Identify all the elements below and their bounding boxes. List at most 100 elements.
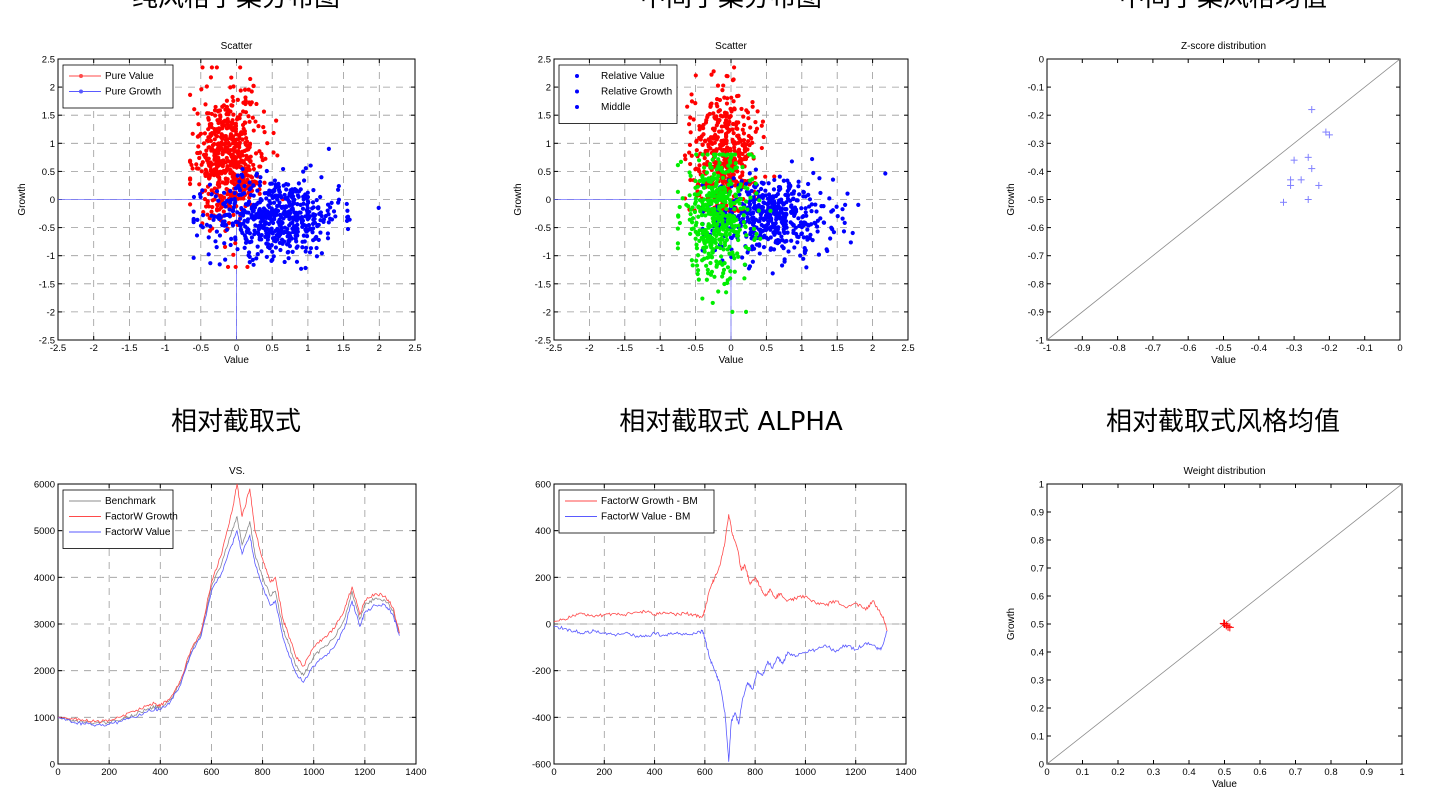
scatter-point bbox=[733, 194, 739, 199]
x-tick-label: 0.7 bbox=[1289, 767, 1302, 778]
scatter-point bbox=[245, 202, 250, 207]
scatter-point bbox=[768, 208, 773, 213]
y-tick-label: -0.6 bbox=[1028, 223, 1044, 234]
scatter-point bbox=[221, 195, 227, 200]
scatter-point bbox=[688, 161, 693, 167]
y-tick-label: 400 bbox=[535, 526, 551, 537]
chart-title: Weight distribution bbox=[1183, 466, 1265, 477]
scatter-point bbox=[214, 65, 219, 70]
scatter-point bbox=[313, 236, 318, 241]
x-tick-label: 1 bbox=[305, 343, 310, 354]
scatter-point bbox=[285, 250, 290, 255]
scatter-point bbox=[200, 213, 206, 218]
scatter-point bbox=[750, 259, 755, 264]
scatter-point bbox=[688, 130, 693, 135]
scatter-point bbox=[702, 156, 707, 161]
scatter-point bbox=[306, 227, 312, 232]
scatter-point bbox=[197, 150, 203, 155]
scatter-point bbox=[229, 160, 234, 165]
scatter-point bbox=[311, 213, 316, 218]
scatter-point bbox=[205, 138, 210, 143]
scatter-point bbox=[722, 225, 727, 230]
scatter-point bbox=[243, 98, 248, 103]
scatter-point bbox=[258, 209, 264, 214]
scatter-point bbox=[215, 203, 220, 208]
scatter-point bbox=[214, 158, 219, 163]
scatter-point bbox=[230, 121, 236, 126]
scatter-point bbox=[307, 250, 313, 255]
scatter-point bbox=[300, 239, 305, 244]
scatter-point bbox=[329, 200, 334, 205]
scatter-point bbox=[249, 213, 254, 218]
scatter-point bbox=[229, 179, 234, 184]
scatter-point bbox=[774, 225, 779, 230]
scatter-point bbox=[241, 160, 246, 165]
scatter-point bbox=[758, 236, 763, 241]
scatter-point bbox=[743, 224, 748, 230]
x-tick-label: 1200 bbox=[354, 767, 375, 778]
series-middle bbox=[675, 152, 773, 314]
scatter-point bbox=[753, 167, 758, 172]
y-tick-label: 2.5 bbox=[42, 55, 55, 66]
scatter-point bbox=[262, 180, 267, 185]
scatter-point bbox=[270, 236, 276, 241]
scatter-point bbox=[828, 236, 833, 241]
y-tick-label: 2 bbox=[50, 83, 55, 94]
scatter-point bbox=[710, 236, 715, 241]
scatter-point bbox=[255, 251, 260, 257]
scatter-point bbox=[750, 104, 755, 109]
scatter-point bbox=[266, 227, 271, 232]
scatter-point bbox=[295, 214, 300, 219]
x-axis-label: Value bbox=[719, 355, 744, 366]
x-tick-label: 0.5 bbox=[1218, 767, 1231, 778]
scatter-point bbox=[230, 94, 235, 100]
scatter-point bbox=[247, 259, 252, 265]
y-tick-label: 0 bbox=[1039, 55, 1044, 66]
scatter-point bbox=[754, 191, 759, 196]
scatter-point bbox=[727, 244, 732, 249]
scatter-point bbox=[208, 224, 213, 229]
scatter-point bbox=[727, 115, 732, 120]
scatter-point bbox=[675, 189, 681, 194]
y-tick-label: -0.5 bbox=[39, 223, 55, 234]
scatter-point bbox=[247, 180, 252, 185]
scatter-point bbox=[779, 220, 784, 225]
scatter-point bbox=[748, 195, 753, 200]
scatter-point bbox=[719, 232, 724, 238]
x-tick-label: -2.5 bbox=[50, 343, 66, 354]
scatter-point bbox=[267, 198, 272, 204]
scatter-point bbox=[711, 207, 716, 212]
x-tick-label: 0 bbox=[1044, 767, 1049, 778]
scatter-point bbox=[257, 200, 263, 205]
scatter-point bbox=[727, 198, 733, 203]
x-tick-label: 800 bbox=[747, 767, 763, 778]
scatter-point bbox=[747, 178, 753, 183]
scatter-point bbox=[214, 128, 219, 133]
scatter-point bbox=[307, 214, 313, 219]
scatter-point bbox=[689, 220, 695, 225]
scatter-point bbox=[709, 201, 714, 206]
scatter-point bbox=[187, 158, 193, 163]
scatter-point bbox=[219, 140, 224, 145]
scatter-point bbox=[272, 178, 278, 183]
scatter-point bbox=[782, 201, 787, 206]
scatter-point bbox=[730, 127, 735, 132]
scatter-point bbox=[713, 240, 718, 245]
scatter-point bbox=[206, 235, 211, 240]
scatter-point bbox=[727, 217, 732, 223]
scatter-point bbox=[728, 251, 733, 256]
scatter-point bbox=[232, 145, 237, 150]
scatter-point bbox=[727, 231, 732, 237]
scatter-point bbox=[238, 112, 243, 117]
scatter-point bbox=[717, 97, 723, 103]
scatter-point bbox=[310, 230, 315, 235]
diagonal-line bbox=[1046, 58, 1401, 341]
scatter-point bbox=[803, 210, 808, 215]
scatter-point bbox=[808, 222, 814, 227]
scatter-point bbox=[294, 239, 299, 244]
scatter-point bbox=[277, 240, 282, 246]
scatter-point bbox=[196, 122, 201, 127]
scatter-point bbox=[687, 142, 693, 148]
y-tick-label: 3000 bbox=[34, 620, 55, 631]
scatter-point bbox=[717, 152, 722, 157]
